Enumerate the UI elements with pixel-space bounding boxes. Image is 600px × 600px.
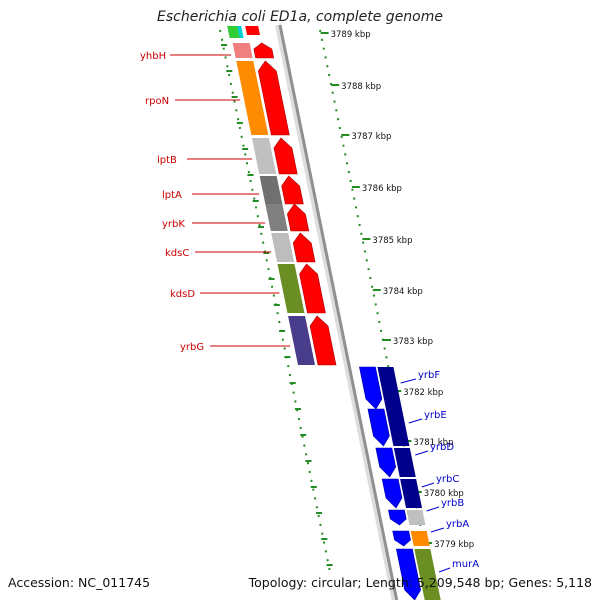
gene-label-leader	[421, 482, 435, 488]
gene-label-reverse: yrbD	[430, 442, 454, 453]
kbp-marker-label: 3788 kbp	[341, 82, 381, 92]
gene-label-leader	[415, 450, 429, 456]
gene-arrow-forward	[281, 175, 304, 205]
kbp-marker-label: 3781 kbp	[413, 438, 453, 448]
gene-arrow-reverse	[388, 509, 407, 526]
gene-label-leader	[400, 378, 417, 384]
gene-box-reverse	[385, 409, 410, 446]
gene-box-forward	[259, 176, 283, 204]
gene-arrow-reverse	[375, 447, 397, 478]
gene-box-forward	[265, 204, 288, 231]
gene-label-forward: yrbG	[180, 342, 204, 353]
kbp-marker-label: 3784 kbp	[383, 287, 423, 297]
gene-box-reverse	[400, 479, 423, 508]
accession-label: Accession: NC_011745	[8, 575, 151, 590]
kbp-marker-label: 3789 kbp	[331, 30, 371, 40]
gene-arrow-forward	[258, 60, 290, 136]
gene-label-reverse: yrbA	[446, 519, 469, 530]
gene-label-reverse: yrbB	[441, 498, 464, 509]
gene-box-reverse	[393, 448, 416, 477]
gene-arrow-forward	[292, 232, 316, 263]
gene-label-forward: yrbK	[162, 219, 185, 230]
backbone-shadow	[275, 24, 398, 600]
gene-box-partial	[227, 26, 240, 38]
kbp-marker-label: 3786 kbp	[362, 184, 402, 194]
gene-arrow-forward	[253, 42, 275, 59]
gene-box-reverse	[377, 367, 402, 409]
gene-arrow-forward	[299, 263, 326, 314]
gene-arrow-forward	[287, 203, 310, 232]
backbone-line	[278, 24, 399, 600]
gene-label-leader	[430, 527, 445, 533]
kbp-marker-label: 3779 kbp	[434, 540, 474, 550]
genome-title: Escherichia coli ED1a, complete genome	[157, 9, 443, 25]
gene-label-forward: kdsC	[165, 248, 189, 259]
gene-label-forward: kdsD	[170, 289, 195, 300]
gene-box-forward	[288, 316, 316, 365]
kbp-marker-label: 3782 kbp	[403, 388, 443, 398]
gene-box-forward	[271, 233, 295, 262]
gene-label-forward: lptB	[157, 155, 177, 166]
gene-arrow-reverse	[381, 478, 403, 509]
kbp-marker-label: 3783 kbp	[393, 337, 433, 347]
topology-label: Topology: circular; Length: 5,209,548 bp…	[248, 575, 592, 590]
gene-box-forward	[277, 264, 305, 313]
gene-box-reverse	[406, 510, 426, 525]
gene-box-forward	[251, 138, 277, 174]
kbp-marker-label: 3780 kbp	[424, 489, 464, 499]
gene-label-leader	[426, 506, 440, 512]
gene-arrow-reverse	[392, 530, 411, 547]
gene-arrow-reverse	[395, 548, 421, 600]
gene-box-forward	[236, 61, 269, 135]
gene-label-forward: rpoN	[145, 96, 169, 107]
gene-label-leader	[438, 567, 451, 573]
gene-arrow-partial	[245, 26, 261, 35]
gene-box-reverse	[410, 531, 430, 546]
kbp-marker-label: 3785 kbp	[372, 236, 412, 246]
gene-label-reverse: murA	[452, 559, 479, 570]
gene-label-forward: lptA	[162, 190, 182, 201]
gene-label-leader	[408, 418, 423, 424]
gene-arrow-reverse	[367, 408, 390, 447]
gene-label-reverse: yrbE	[424, 410, 447, 421]
gene-box-reverse	[414, 549, 441, 600]
kbp-marker-label: 3787 kbp	[351, 132, 391, 142]
gene-box-forward	[232, 43, 253, 58]
outer-tick-line	[219, 29, 331, 571]
gene-label-reverse: yrbC	[436, 474, 459, 485]
gene-box-partial	[237, 26, 244, 38]
gene-arrow-forward	[309, 315, 337, 366]
gene-arrow-reverse	[359, 366, 383, 410]
gene-arrow-forward	[273, 137, 298, 175]
gene-label-forward: yhbH	[140, 51, 166, 62]
gene-label-reverse: yrbF	[418, 370, 440, 381]
